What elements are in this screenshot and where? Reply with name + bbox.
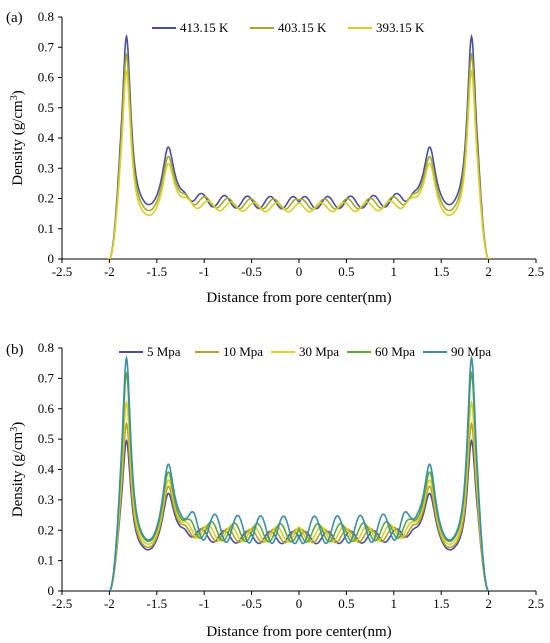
y-tick-label: 0.7 xyxy=(38,39,55,54)
panel-label: (b) xyxy=(6,342,24,358)
x-tick-label: -1.5 xyxy=(147,264,168,279)
series-line-393-15-k xyxy=(107,69,491,259)
y-tick-label: 0.1 xyxy=(38,553,54,568)
y-tick-label: 0.7 xyxy=(38,370,55,385)
y-tick-label: 0.6 xyxy=(38,401,55,416)
x-axis-label: Distance from pore center(nm) xyxy=(206,624,391,640)
x-tick-label: 1 xyxy=(391,596,398,611)
legend-label: 393.15 K xyxy=(376,20,425,35)
y-tick-label: 0.5 xyxy=(38,100,54,115)
x-tick-label: 2 xyxy=(485,596,492,611)
x-tick-label: 2 xyxy=(485,264,492,279)
legend-label: 5 Mpa xyxy=(147,344,181,359)
x-tick-label: 2.5 xyxy=(528,264,544,279)
series-line-90-mpa xyxy=(107,355,491,591)
y-tick-label: 0.4 xyxy=(38,462,55,477)
y-tick-label: 0.1 xyxy=(38,221,54,236)
y-tick-label: 0.6 xyxy=(38,70,55,85)
y-tick-label: 0.3 xyxy=(38,160,54,175)
series-line-5-mpa xyxy=(107,438,491,591)
y-tick-label: 0.8 xyxy=(38,9,54,24)
series-line-30-mpa xyxy=(107,400,491,591)
y-tick-label: 0.2 xyxy=(38,522,54,537)
x-tick-label: 2.5 xyxy=(528,596,544,611)
x-tick-label: -2 xyxy=(104,596,115,611)
x-tick-label: -2.5 xyxy=(52,264,73,279)
legend-label: 90 Mpa xyxy=(451,344,491,359)
y-tick-label: 0.2 xyxy=(38,191,54,206)
legend-label: 60 Mpa xyxy=(375,344,415,359)
y-tick-label: 0.8 xyxy=(38,340,54,355)
x-tick-label: 0.5 xyxy=(338,264,354,279)
x-tick-label: -2 xyxy=(104,264,115,279)
legend-label: 10 Mpa xyxy=(223,344,263,359)
y-axis-label: Density (g/cm3) xyxy=(9,422,27,517)
series-line-413-15-k xyxy=(107,33,491,259)
x-tick-label: -0.5 xyxy=(241,596,262,611)
x-tick-label: -2.5 xyxy=(52,596,73,611)
x-tick-label: 1 xyxy=(391,264,398,279)
x-tick-label: 0 xyxy=(296,596,303,611)
chart-panel-a: (a) -2.5 -2 -1.5 -1 -0.5 0 0.5 1 1.5 2 2.5 0 0.1 0.2 0.… xyxy=(6,9,544,306)
y-tick-label: 0 xyxy=(48,251,55,266)
series-line-403-15-k xyxy=(107,52,491,259)
legend-label: 403.15 K xyxy=(278,20,327,35)
x-tick-label: -1 xyxy=(199,264,210,279)
x-tick-label: -1.5 xyxy=(147,596,168,611)
legend: 413.15 K 403.15 K 393.15 K xyxy=(152,20,425,35)
x-tick-label: 0 xyxy=(296,264,303,279)
x-tick-label: 0.5 xyxy=(338,596,354,611)
y-tick-label: 0.5 xyxy=(38,431,54,446)
series-line-60-mpa xyxy=(107,370,491,591)
y-tick-label: 0.4 xyxy=(38,130,55,145)
chart-panel-b: (b) -2.5 -2 -1.5 -1 -0.5 0 0.5 1 1.5 2 2.5 0 0.1 0.2 0.… xyxy=(6,340,544,640)
x-tick-label: 1.5 xyxy=(433,264,449,279)
x-tick-label: -1 xyxy=(199,596,210,611)
panel-label: (a) xyxy=(6,10,23,26)
x-tick-label: 1.5 xyxy=(433,596,449,611)
legend-label: 413.15 K xyxy=(180,20,229,35)
y-axis-label: Density (g/cm3) xyxy=(9,90,27,185)
y-tick-label: 0 xyxy=(48,583,55,598)
x-axis-label: Distance from pore center(nm) xyxy=(206,290,391,306)
y-tick-label: 0.3 xyxy=(38,492,54,507)
x-tick-label: -0.5 xyxy=(241,264,262,279)
legend-label: 30 Mpa xyxy=(299,344,339,359)
legend: 5 Mpa 10 Mpa 30 Mpa 60 Mpa 90 Mpa xyxy=(119,344,491,359)
